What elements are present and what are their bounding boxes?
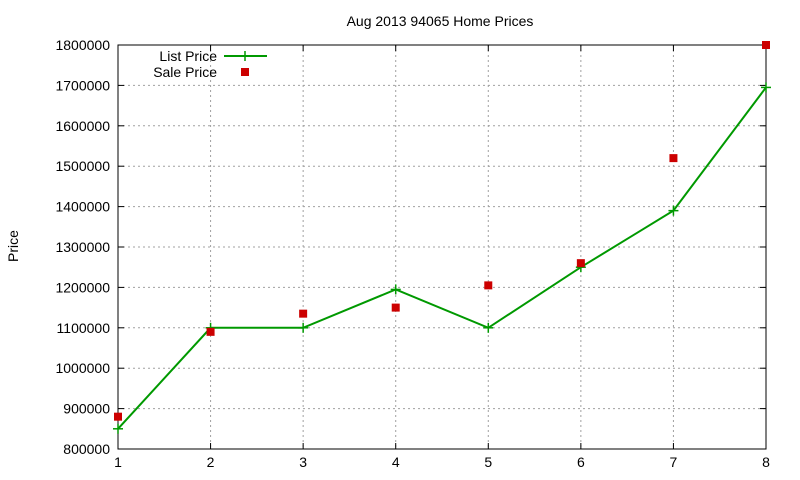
list-price-line [117,86,767,430]
legend-swatch-sale-price [241,68,249,76]
y-tick-label: 1300000 [55,239,110,255]
sale-price-point [114,412,122,421]
x-tick-label: 3 [299,454,307,470]
sale-price-point [484,281,493,290]
chart-title: Aug 2013 94065 Home Prices [347,13,534,29]
y-axis: 800000 900000 1000000 1100000 1200000 1300000… [55,37,766,457]
y-tick-label: 800000 [63,441,110,457]
y-axis-label: Price [5,230,21,262]
data-series [113,41,771,434]
y-tick-label: 1600000 [55,118,110,134]
y-tick-label: 1100000 [57,320,111,336]
list-price-point [298,322,309,333]
x-axis: 1 2 3 4 5 6 7 8 [114,45,770,470]
list-price-point [390,284,401,295]
sale-price-point [669,154,678,163]
list-price-point [761,82,771,93]
y-tick-label: 900000 [63,401,110,417]
sale-price-point [206,327,215,336]
list-price-point [668,205,679,216]
sale-price-point [762,41,770,49]
sale-price-point [391,303,400,312]
sale-price-point [576,259,585,268]
y-tick-label: 1700000 [55,77,110,93]
y-tick-label: 1500000 [55,158,110,174]
list-price-point [113,423,123,434]
x-tick-label: 5 [484,454,492,470]
sale-price-point [299,309,308,318]
x-tick-label: 2 [207,454,215,470]
y-tick-label: 1400000 [55,199,110,215]
y-tick-label: 1200000 [55,279,110,295]
legend-label: List Price [159,48,217,64]
y-tick-label: 1800000 [55,37,110,53]
x-tick-label: 6 [577,454,585,470]
legend-marker-list-price [240,51,250,61]
legend-label: Sale Price [153,64,217,80]
y-tick-label: 1000000 [55,360,110,376]
list-price-point [483,322,494,333]
x-tick-label: 7 [670,454,678,470]
grid [117,44,767,450]
x-tick-label: 4 [392,454,400,470]
x-tick-label: 1 [114,454,122,470]
x-tick-label: 8 [762,454,770,470]
